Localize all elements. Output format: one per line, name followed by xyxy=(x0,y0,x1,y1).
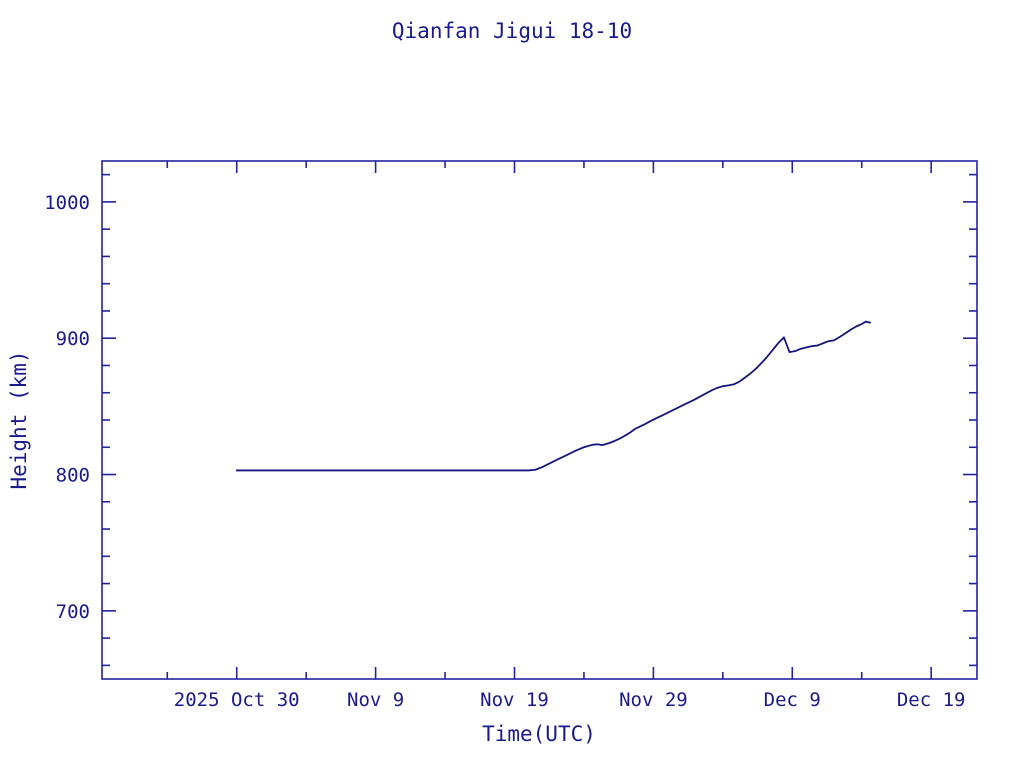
y-tick-label: 800 xyxy=(56,465,90,487)
height-series-line xyxy=(235,320,871,472)
x-tick-label: Nov 9 xyxy=(347,689,404,711)
x-tick-label: Dec 19 xyxy=(897,689,966,711)
plot-frame xyxy=(101,160,978,680)
y-tick-label: 700 xyxy=(56,601,90,623)
chart-title: Qianfan Jigui 18-10 xyxy=(392,19,632,43)
y-tick-label: 1000 xyxy=(44,192,90,214)
x-tick-label: Nov 29 xyxy=(619,689,688,711)
y-axis-tick-labels: 700 800 900 1000 xyxy=(44,192,90,623)
x-axis-ticks xyxy=(166,161,932,679)
x-tick-label: 2025 Oct 30 xyxy=(174,689,300,711)
x-tick-label: Dec 9 xyxy=(764,689,821,711)
x-tick-label: Nov 19 xyxy=(480,689,549,711)
y-axis-title: Height (km) xyxy=(7,350,31,489)
y-tick-label: 900 xyxy=(56,328,90,350)
x-axis-title: Time(UTC) xyxy=(482,722,596,746)
data-series-layer xyxy=(235,320,871,472)
y-axis-ticks xyxy=(102,173,977,667)
x-axis-tick-labels: 2025 Oct 30 Nov 9 Nov 19 Nov 29 Dec 9 Dec 19 xyxy=(174,689,966,711)
